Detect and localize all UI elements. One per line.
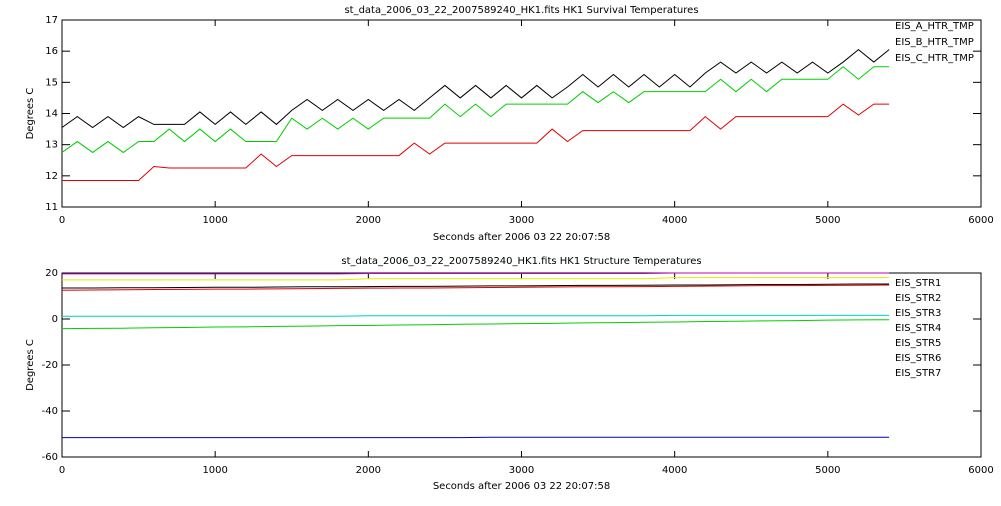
y-tick-label: 13 (45, 140, 58, 151)
y-tick-label: 17 (45, 15, 58, 26)
legend-entry: EIS_STR5 (895, 338, 941, 349)
y-tick-label: 15 (45, 77, 58, 88)
y-axis-label: Degrees C (25, 339, 36, 391)
series-line (62, 67, 889, 153)
legend-entry: EIS_B_HTR_TMP (895, 37, 974, 48)
x-tick-label: 2000 (356, 215, 381, 226)
plot-frame (62, 273, 981, 457)
x-tick-label: 3000 (509, 465, 534, 476)
x-tick-label: 4000 (662, 465, 687, 476)
y-tick-label: 20 (45, 268, 58, 279)
y-tick-label: -60 (42, 452, 58, 463)
legend-entry: EIS_STR7 (895, 368, 941, 379)
series-line (62, 104, 889, 180)
x-axis-label: Seconds after 2006 03 22 20:07:58 (433, 481, 610, 492)
x-tick-label: 6000 (968, 465, 993, 476)
series-line (62, 315, 889, 316)
y-tick-label: 0 (52, 314, 58, 325)
legend-entry: EIS_STR2 (895, 293, 941, 304)
y-tick-label: 16 (45, 46, 58, 57)
x-tick-label: 5000 (815, 215, 840, 226)
x-tick-label: 1000 (202, 215, 227, 226)
y-axis-label: Degrees C (25, 88, 36, 140)
series-line (62, 278, 889, 280)
x-tick-label: 0 (59, 215, 65, 226)
y-tick-label: -40 (42, 406, 58, 417)
x-tick-label: 5000 (815, 465, 840, 476)
chart-title: st_data_2006_03_22_2007589240_HK1.fits H… (344, 5, 698, 16)
legend-entry: EIS_A_HTR_TMP (895, 21, 974, 32)
y-tick-label: 12 (45, 171, 58, 182)
legend-entry: EIS_STR3 (895, 308, 941, 319)
x-tick-label: 1000 (202, 465, 227, 476)
legend-entry: EIS_STR4 (895, 323, 941, 334)
legend-entry: EIS_STR1 (895, 278, 941, 289)
chart-title: st_data_2006_03_22_2007589240_HK1.fits H… (341, 256, 701, 267)
x-tick-label: 2000 (356, 465, 381, 476)
x-axis-label: Seconds after 2006 03 22 20:07:58 (433, 232, 610, 243)
y-tick-label: 14 (45, 109, 58, 120)
series-line (62, 50, 889, 128)
plot-frame (62, 20, 981, 207)
x-tick-label: 3000 (509, 215, 534, 226)
series-line (62, 320, 889, 329)
y-tick-label: -20 (42, 360, 58, 371)
legend-entry: EIS_STR6 (895, 353, 941, 364)
x-tick-label: 6000 (968, 215, 993, 226)
x-tick-label: 0 (59, 465, 65, 476)
y-tick-label: 11 (45, 202, 58, 213)
x-tick-label: 4000 (662, 215, 687, 226)
legend-entry: EIS_C_HTR_TMP (895, 53, 974, 64)
